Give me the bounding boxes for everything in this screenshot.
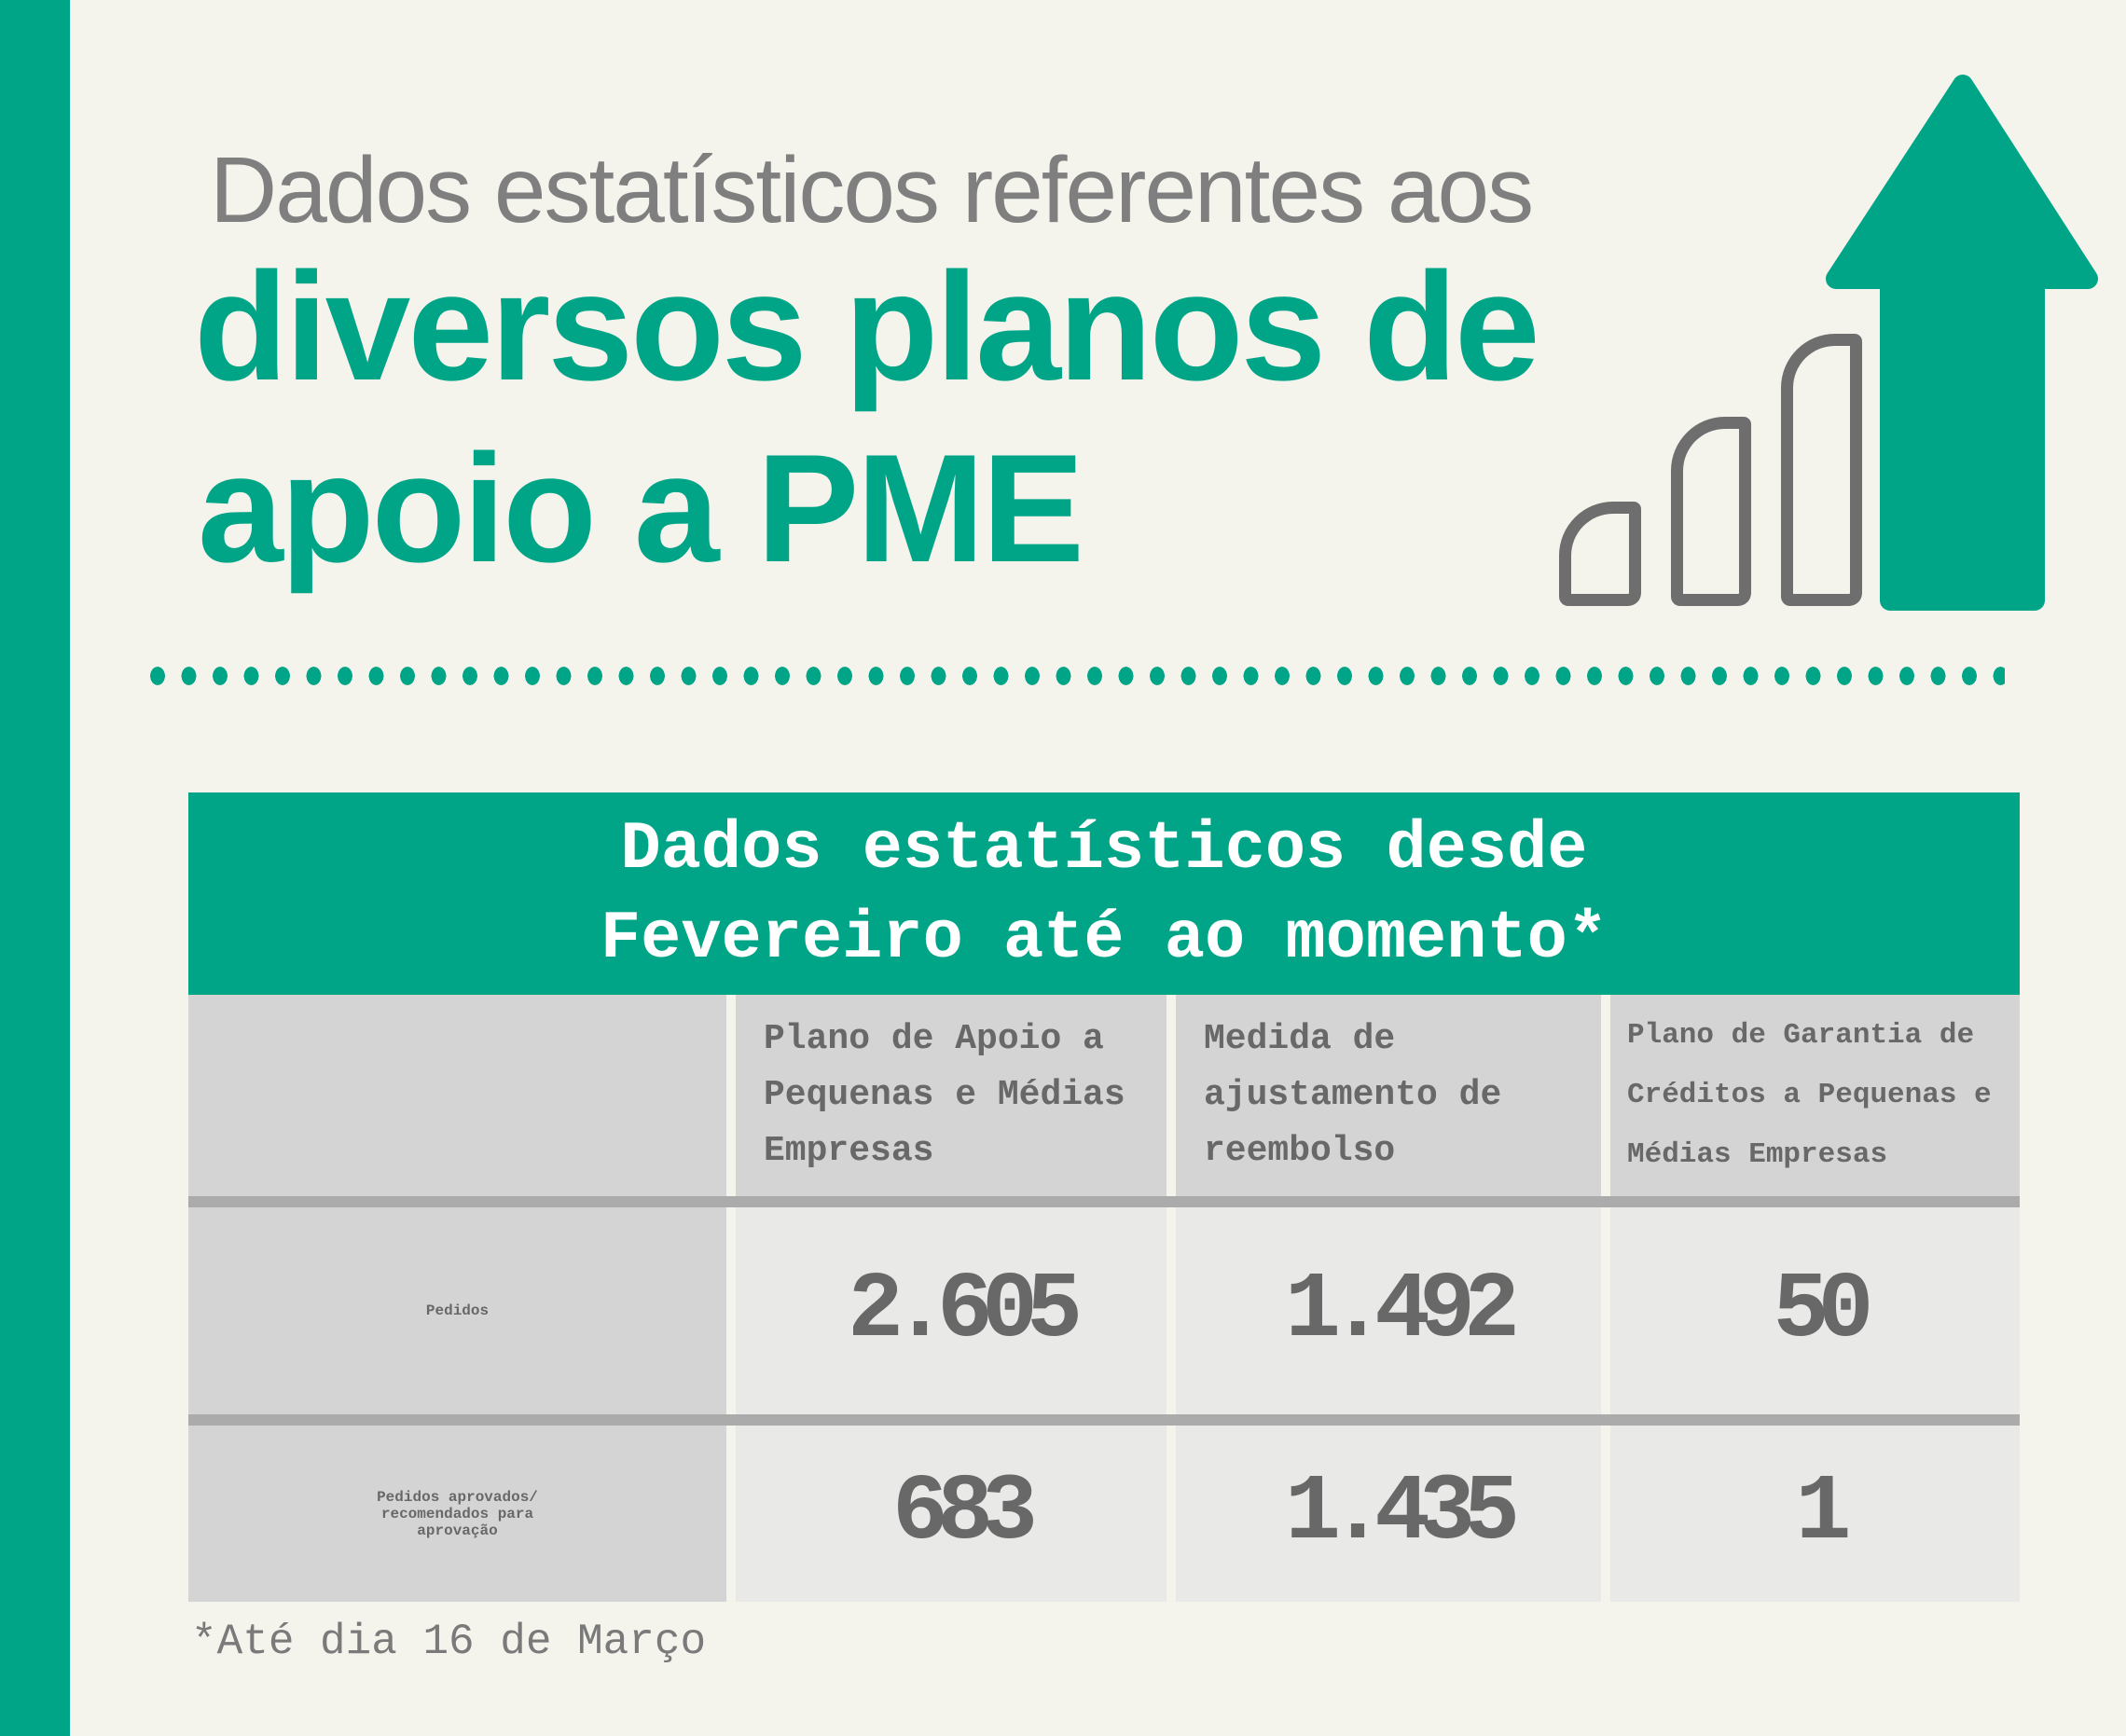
column-header-line: ajustamento de (1204, 1075, 1502, 1115)
row-label-pedidos: Pedidos (188, 1207, 726, 1414)
column-header-empty (188, 995, 726, 1196)
value-aprovados-plano-apoio: 683 (736, 1426, 1167, 1602)
column-header-plano-garantia: Plano de Garantia de Créditos a Pequenas… (1610, 995, 2020, 1196)
up-arrow-icon (1826, 75, 2098, 611)
bar-chart-growth-icon-bar-medium (1671, 417, 1751, 606)
column-header-line: Empresas (764, 1131, 934, 1171)
row-divider (188, 1196, 2020, 1207)
left-accent-bar (0, 0, 70, 1736)
row-divider (188, 1414, 2020, 1426)
column-header-line: Médias Empresas (1627, 1138, 1888, 1171)
table-title-banner: Dados estatísticos desde Fevereiro até a… (188, 792, 2020, 995)
page-title-line1: diversos planos de (194, 241, 1540, 412)
bar-chart-growth-icon-bar-small (1559, 502, 1641, 606)
table-title-line: Fevereiro até ao momento* (600, 900, 1608, 977)
column-header-line: Plano de Garantia de (1627, 1019, 1975, 1052)
dotted-separator (149, 664, 2005, 688)
value-pedidos-medida-ajustamento: 1.492 (1176, 1207, 1601, 1414)
value-pedidos-plano-apoio: 2.605 (736, 1207, 1167, 1414)
row-label-line: aprovação (417, 1522, 498, 1539)
page-title-line2: apoio a PME (198, 422, 1084, 594)
column-header-line: Créditos a Pequenas e (1627, 1079, 1992, 1111)
row-label-pedidos-aprovados: Pedidos aprovados/ recomendados para apr… (188, 1426, 726, 1602)
row-label-line: Pedidos aprovados/ (377, 1488, 538, 1506)
footnote: *Até dia 16 de Março (191, 1618, 707, 1666)
column-header-plano-apoio: Plano de Apoio a Pequenas e Médias Empre… (736, 995, 1167, 1196)
value-aprovados-medida-ajustamento: 1.435 (1176, 1426, 1601, 1602)
column-header-line: Medida de (1204, 1019, 1396, 1059)
column-header-line: Plano de Apoio a (764, 1019, 1104, 1059)
bar-chart-growth-icon-bar-large (1781, 334, 1862, 606)
row-label-line: Pedidos (425, 1302, 490, 1319)
column-header-line: Pequenas e Médias (764, 1075, 1125, 1115)
column-header-line: reembolso (1204, 1131, 1396, 1171)
value-pedidos-plano-garantia: 50 (1610, 1207, 2020, 1414)
table-title-line: Dados estatísticos desde (620, 810, 1588, 888)
page-title-intro: Dados estatísticos referentes aos (210, 138, 1534, 242)
row-label-line: recomendados para (380, 1505, 534, 1522)
statistics-table: Dados estatísticos desde Fevereiro até a… (188, 792, 2020, 1604)
value-aprovados-plano-garantia: 1 (1610, 1426, 2020, 1602)
column-header-medida-ajustamento: Medida de ajustamento de reembolso (1176, 995, 1601, 1196)
